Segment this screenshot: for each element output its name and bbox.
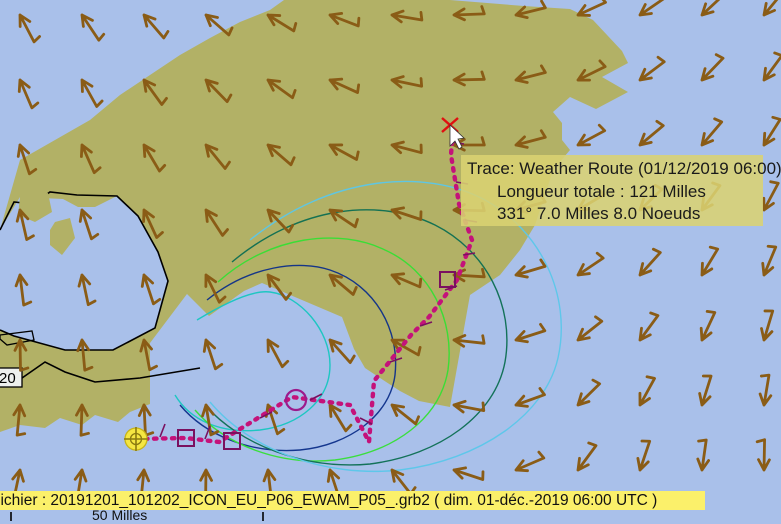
svg-text:331° 7.0 Milles 8.0 Noeuds: 331° 7.0 Milles 8.0 Noeuds [497,204,700,223]
svg-text:50 Milles: 50 Milles [92,507,147,523]
svg-text:Longueur totale : 121 Milles: Longueur totale : 121 Milles [497,182,706,201]
svg-text:20: 20 [0,370,16,387]
svg-text:Trace: Weather Route (01/12/2: Trace: Weather Route (01/12/2019 06:00) [467,159,781,178]
